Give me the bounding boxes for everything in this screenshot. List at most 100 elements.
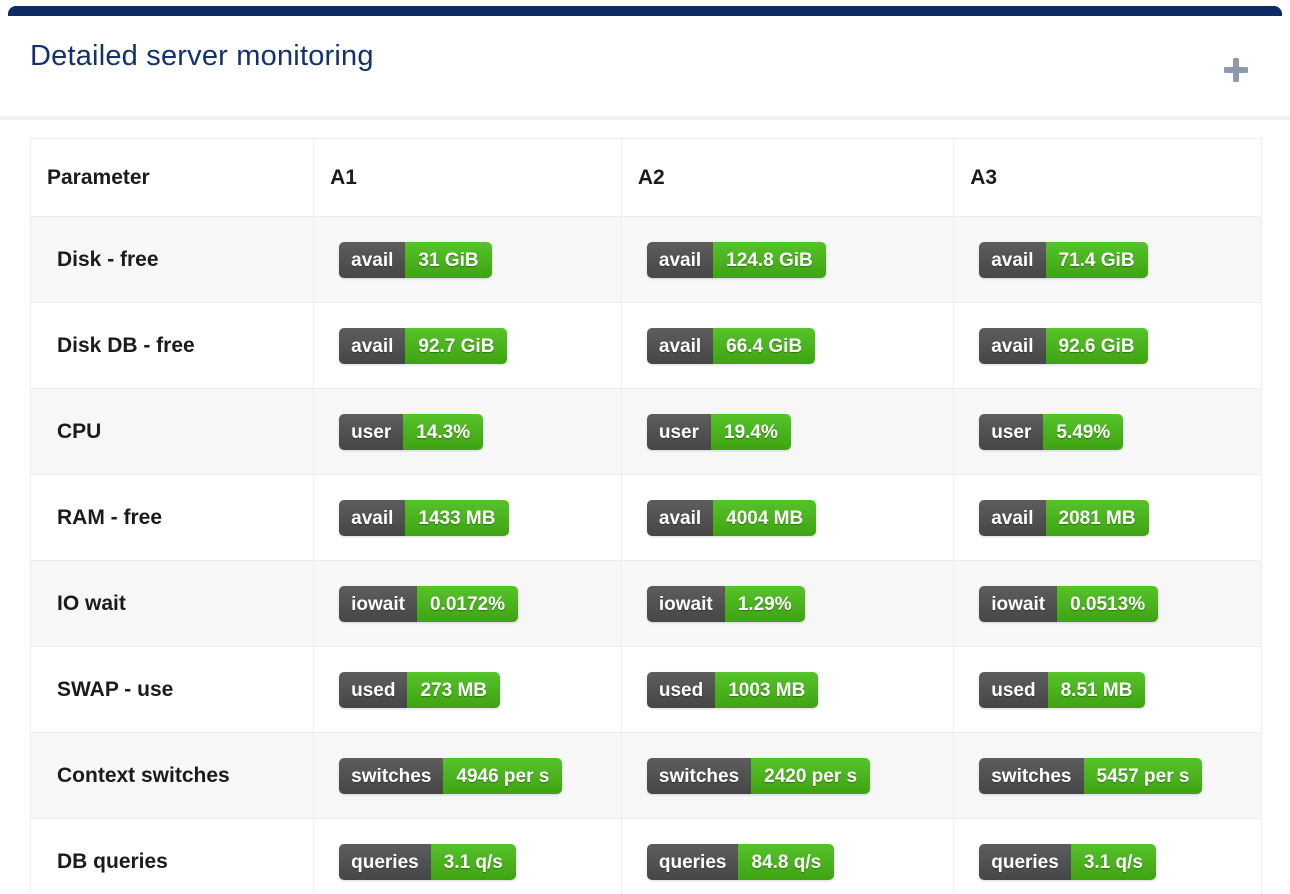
badge-value: 19.4%: [711, 413, 791, 450]
badge-label: avail: [646, 327, 714, 364]
column-header-a1: A1: [313, 138, 622, 217]
badge-value: 1433 MB: [405, 499, 509, 536]
badge-label: switches: [646, 757, 752, 794]
column-header-a2: A2: [620, 138, 955, 217]
badge-value: 4004 MB: [713, 499, 817, 536]
badge-value: 0.0513%: [1057, 585, 1159, 622]
badge-label: queries: [646, 843, 739, 880]
metric-badge: iowait 0.0513%: [979, 585, 1159, 622]
metric-badge: user 19.4%: [646, 413, 791, 450]
metric-badge: switches 2420 per s: [646, 757, 871, 794]
badge-value: 92.6 GiB: [1045, 327, 1148, 364]
badge-value: 5457 per s: [1083, 757, 1203, 794]
badge-value: 124.8 GiB: [713, 241, 826, 278]
parameter-label: RAM - free: [29, 474, 315, 561]
badge-value: 71.4 GiB: [1045, 241, 1148, 278]
table-row: SWAP - use used 273 MB used 1003 MB used 8.…: [29, 646, 1262, 733]
parameter-label: DB queries: [29, 818, 315, 894]
badge-label: avail: [646, 241, 714, 278]
badge-value: 1003 MB: [715, 671, 819, 708]
badge-value: 84.8 q/s: [738, 843, 835, 880]
badge-label: iowait: [339, 585, 417, 622]
metric-badge: switches 4946 per s: [339, 757, 563, 794]
table-row: Disk DB - free avail 92.7 GiB avail 66.4 G…: [29, 302, 1262, 389]
badge-value: 4946 per s: [443, 757, 563, 794]
badge-label: used: [646, 671, 716, 708]
badge-value: 1.29%: [724, 585, 805, 622]
parameter-label: Disk - free: [29, 216, 315, 303]
metric-badge: queries 84.8 q/s: [646, 843, 835, 880]
badge-label: used: [339, 671, 408, 708]
parameter-label: Disk DB - free: [29, 302, 315, 389]
metric-badge: used 273 MB: [339, 671, 501, 708]
metric-badge: queries 3.1 q/s: [339, 843, 516, 880]
badge-label: avail: [979, 327, 1046, 364]
card-header: Detailed server monitoring: [0, 16, 1290, 116]
badge-value: 0.0172%: [416, 585, 518, 622]
badge-label: avail: [339, 327, 406, 364]
badge-label: user: [339, 413, 404, 450]
table-row: Context switches switches 4946 per s swit…: [29, 732, 1262, 819]
badge-label: used: [979, 671, 1048, 708]
table-header-row: Parameter A1 A2 A3: [29, 138, 1262, 217]
parameter-label: Context switches: [29, 732, 315, 819]
metric-badge: avail 124.8 GiB: [646, 241, 826, 278]
monitoring-table: Parameter A1 A2 A3 Disk - free avail 31 G…: [29, 138, 1262, 894]
badge-label: user: [979, 413, 1044, 450]
table-row: DB queries queries 3.1 q/s queries 84.8 q/…: [29, 818, 1262, 894]
card-top-accent: [8, 6, 1282, 16]
plus-icon: [1224, 58, 1248, 82]
badge-label: avail: [339, 241, 406, 278]
metric-badge: avail 2081 MB: [979, 499, 1149, 536]
badge-value: 2081 MB: [1045, 499, 1149, 536]
badge-label: iowait: [646, 585, 725, 622]
metric-badge: used 1003 MB: [646, 671, 819, 708]
badge-label: queries: [339, 843, 431, 880]
table-row: CPU user 14.3% user 19.4% user 5.49%: [29, 388, 1262, 475]
badge-label: iowait: [979, 585, 1058, 622]
badge-label: avail: [339, 499, 406, 536]
badge-value: 5.49%: [1043, 413, 1124, 450]
parameter-label: IO wait: [29, 560, 315, 647]
metric-badge: avail 92.6 GiB: [979, 327, 1148, 364]
metric-badge: avail 4004 MB: [646, 499, 817, 536]
badge-label: switches: [979, 757, 1084, 794]
metric-badge: user 5.49%: [979, 413, 1124, 450]
table-row: Disk - free avail 31 GiB avail 124.8 GiB a…: [29, 216, 1262, 303]
metric-badge: avail 92.7 GiB: [339, 327, 508, 364]
badge-value: 3.1 q/s: [430, 843, 516, 880]
badge-value: 3.1 q/s: [1070, 843, 1156, 880]
metric-badge: queries 3.1 q/s: [979, 843, 1156, 880]
badge-value: 92.7 GiB: [405, 327, 508, 364]
metric-badge: used 8.51 MB: [979, 671, 1146, 708]
parameter-label: CPU: [29, 388, 315, 475]
metric-badge: iowait 1.29%: [646, 585, 805, 622]
badge-label: queries: [979, 843, 1071, 880]
page-title: Detailed server monitoring: [30, 40, 374, 72]
add-button[interactable]: [1216, 50, 1256, 90]
metric-badge: avail 31 GiB: [339, 241, 492, 278]
badge-label: user: [646, 413, 712, 450]
badge-value: 2420 per s: [751, 757, 871, 794]
badge-label: avail: [979, 499, 1046, 536]
metric-badge: avail 66.4 GiB: [646, 327, 816, 364]
column-header-parameter: Parameter: [29, 138, 315, 217]
badge-value: 273 MB: [407, 671, 501, 708]
badge-label: avail: [646, 499, 714, 536]
column-header-a3: A3: [953, 138, 1262, 217]
metric-badge: iowait 0.0172%: [339, 585, 518, 622]
table-row: IO wait iowait 0.0172% iowait 1.29% iowait…: [29, 560, 1262, 647]
metric-badge: avail 1433 MB: [339, 499, 509, 536]
monitoring-table-wrap: Parameter A1 A2 A3 Disk - free avail 31 G…: [29, 138, 1262, 894]
badge-value: 14.3%: [403, 413, 484, 450]
header-divider: [0, 116, 1290, 120]
metric-badge: user 14.3%: [339, 413, 484, 450]
badge-label: switches: [339, 757, 444, 794]
table-row: RAM - free avail 1433 MB avail 4004 MB ava…: [29, 474, 1262, 561]
badge-value: 8.51 MB: [1047, 671, 1146, 708]
badge-value: 31 GiB: [405, 241, 492, 278]
metric-badge: avail 71.4 GiB: [979, 241, 1148, 278]
badge-value: 66.4 GiB: [713, 327, 816, 364]
metric-badge: switches 5457 per s: [979, 757, 1203, 794]
badge-label: avail: [979, 241, 1046, 278]
